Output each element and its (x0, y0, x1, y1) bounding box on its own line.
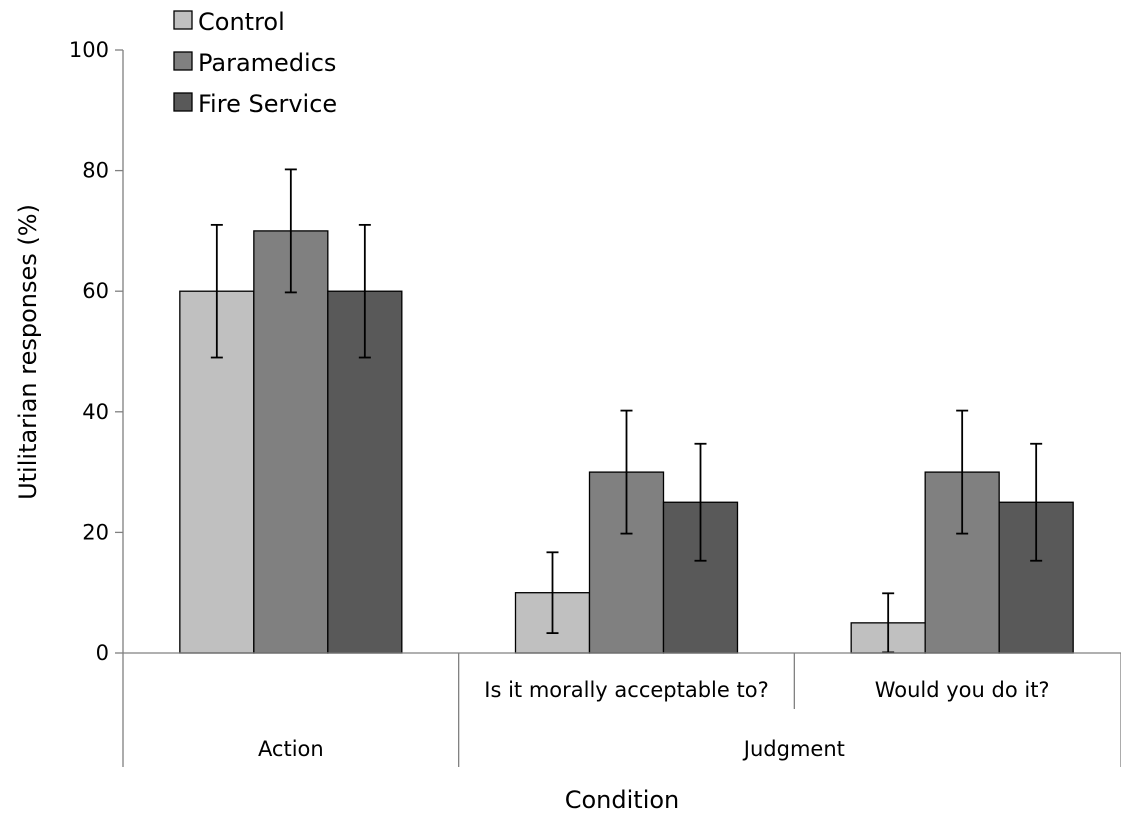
legend-label: Fire Service (198, 90, 337, 118)
y-tick-label: 80 (82, 159, 109, 183)
legend-swatch (173, 10, 193, 30)
legend: Control Paramedics Fire Service (173, 8, 337, 118)
legend-swatch (173, 92, 193, 112)
legend-label: Paramedics (198, 49, 336, 77)
y-tick-label: 100 (69, 38, 109, 62)
category-labels: Is it morally acceptable to? Would you do… (258, 678, 1050, 761)
y-axis-title: Utilitarian responses (%) (14, 204, 42, 500)
category-group-label: Action (258, 737, 324, 761)
error-bars (210, 168, 1043, 654)
legend-swatch (173, 51, 193, 71)
axes (122, 50, 1121, 767)
category-label: Would you do it? (875, 678, 1050, 702)
legend-label: Control (198, 8, 285, 36)
y-tick-label: 0 (96, 641, 109, 665)
y-tick-label: 40 (82, 400, 109, 424)
category-label: Is it morally acceptable to? (484, 678, 768, 702)
bar-paramedics (253, 230, 329, 654)
x-axis-title: Condition (565, 786, 680, 814)
category-group-label: Judgment (742, 737, 845, 761)
y-tick-label: 60 (82, 279, 109, 303)
y-axis-ticks: 0 20 40 60 80 100 (69, 38, 123, 665)
y-tick-label: 20 (82, 520, 109, 544)
